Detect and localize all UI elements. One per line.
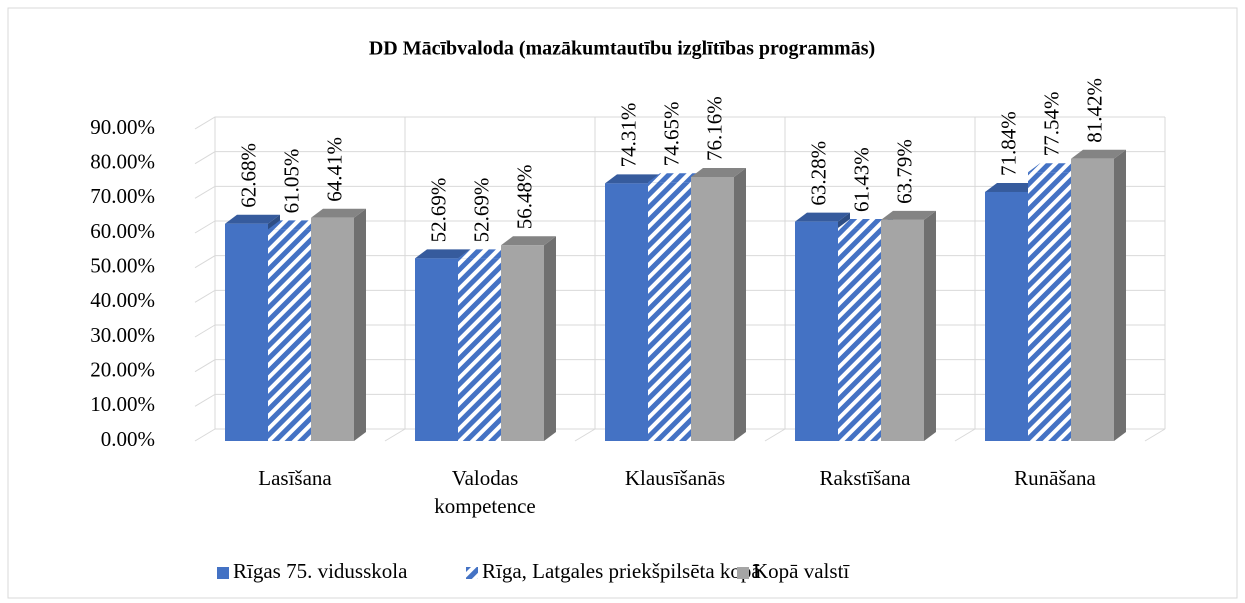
- bar-top: [985, 182, 1040, 192]
- bar-front: [985, 191, 1028, 441]
- bar-top: [501, 236, 556, 246]
- bar-top: [1028, 163, 1083, 173]
- bar-front: [311, 217, 354, 441]
- y-tick-label: 20.00%: [90, 357, 155, 381]
- data-label: 64.41%: [322, 137, 346, 202]
- bar-top: [648, 173, 703, 183]
- bar-side: [354, 208, 366, 441]
- bar-front: [605, 183, 648, 441]
- bar: [838, 219, 893, 441]
- y-tick-label: 60.00%: [90, 219, 155, 243]
- bar-top: [311, 208, 366, 218]
- bar-front: [1028, 172, 1071, 441]
- bar: [311, 208, 366, 441]
- bar-front: [415, 258, 458, 441]
- data-label: 52.69%: [469, 178, 493, 243]
- floor-line: [384, 428, 406, 442]
- bar-front: [795, 221, 838, 441]
- bar-front: [458, 258, 501, 441]
- bar-top: [1071, 149, 1126, 159]
- data-label: 74.31%: [616, 103, 640, 168]
- bar-top: [605, 174, 660, 184]
- bar: [1071, 149, 1126, 441]
- bar-front: [268, 229, 311, 441]
- data-label: 81.42%: [1082, 78, 1106, 143]
- grid-line: [194, 151, 1165, 165]
- bar-front: [225, 223, 268, 441]
- legend-swatch: [737, 567, 749, 579]
- bar-front: [1071, 158, 1114, 441]
- data-label: 61.43%: [849, 147, 873, 212]
- data-label: 56.48%: [512, 164, 536, 229]
- data-label: 61.05%: [279, 149, 303, 214]
- legend-swatch: [466, 567, 478, 579]
- bar-top: [838, 219, 893, 229]
- bar-side: [734, 167, 746, 441]
- y-tick-label: 80.00%: [90, 149, 155, 173]
- floor-line: [954, 428, 976, 442]
- bar: [501, 236, 556, 441]
- bar-side: [1114, 149, 1126, 441]
- bar-top: [415, 249, 470, 259]
- bar-front: [691, 176, 734, 441]
- floor-line: [1144, 428, 1166, 442]
- legend-label: Rīga, Latgales priekšpilsēta kopā: [482, 559, 761, 583]
- data-label: 62.68%: [236, 143, 260, 208]
- legend-swatch: [217, 567, 229, 579]
- bar-side: [924, 210, 936, 441]
- legend-label: Rīgas 75. vidusskola: [233, 559, 408, 583]
- data-label: 52.69%: [426, 178, 450, 243]
- x-tick-label: Klausīšanās: [624, 466, 726, 490]
- bar-top: [458, 249, 513, 259]
- data-label: 77.54%: [1039, 91, 1063, 156]
- y-tick-label: 30.00%: [90, 323, 155, 347]
- bar-front: [838, 228, 881, 441]
- y-tick-label: 50.00%: [90, 253, 155, 277]
- data-label: 63.79%: [892, 139, 916, 204]
- x-tick-label: Lasīšana: [258, 466, 332, 490]
- bar-front: [648, 182, 691, 442]
- bar-side: [544, 236, 556, 441]
- chart-title: DD Mācībvaloda (mazākumtautību izglītība…: [369, 38, 875, 60]
- bar-top: [795, 212, 850, 222]
- bar-top: [268, 220, 323, 230]
- bar-top: [225, 214, 280, 224]
- bar: [691, 167, 746, 441]
- data-label: 71.84%: [996, 111, 1020, 176]
- legend-label: Kopā valstī: [753, 559, 850, 583]
- y-tick-label: 90.00%: [90, 115, 155, 139]
- bar: [881, 210, 936, 441]
- x-tick-label: Runāšana: [1014, 466, 1096, 490]
- floor-line: [574, 428, 596, 442]
- data-label: 76.16%: [702, 96, 726, 161]
- data-label: 63.28%: [806, 141, 830, 206]
- bar-front: [501, 245, 544, 441]
- grid-line: [194, 185, 1165, 199]
- y-tick-label: 40.00%: [90, 288, 155, 312]
- x-tick-label: Valodas kompetence: [434, 466, 536, 518]
- y-tick-label: 0.00%: [101, 427, 155, 451]
- data-label: 74.65%: [659, 101, 683, 166]
- bar-top: [691, 167, 746, 177]
- y-tick-label: 10.00%: [90, 392, 155, 416]
- y-tick-label: 70.00%: [90, 184, 155, 208]
- grid-line: [194, 116, 1165, 130]
- x-tick-label: Rakstīšana: [819, 466, 911, 490]
- bar-top: [881, 210, 936, 220]
- floor-line: [764, 428, 786, 442]
- bar-front: [881, 219, 924, 441]
